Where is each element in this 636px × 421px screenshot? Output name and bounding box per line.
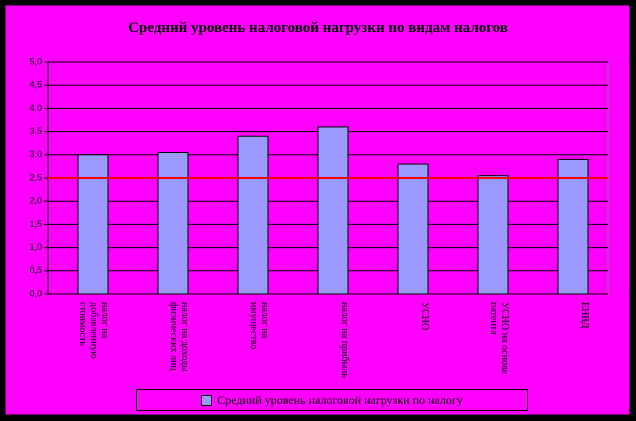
bar (477, 175, 509, 295)
bar (397, 163, 429, 295)
bar (77, 154, 109, 295)
y-tick-label: 3,0 (29, 149, 42, 159)
legend: Средний уровень налоговой нагрузки по на… (136, 389, 528, 411)
x-tick-label: налог на прибыль (339, 302, 350, 378)
bar (157, 151, 189, 295)
y-tick-label: 4,5 (29, 80, 42, 90)
bar (237, 135, 269, 295)
legend-swatch (201, 394, 213, 406)
x-tick-label: УСНО на основе патента (488, 302, 510, 375)
y-tick-label: 4,0 (29, 103, 42, 113)
y-tick-label: 0,5 (29, 265, 42, 275)
y-tick-label: 3,5 (29, 126, 42, 136)
x-tick-label: ЕНВД (579, 302, 590, 329)
x-tick-label: УСНО (419, 302, 430, 331)
x-tick-label: налог на доходы физических лиц (168, 302, 190, 372)
x-tick-label: налог на добавленную стоимость (77, 302, 110, 359)
y-tick-label: 2,0 (29, 196, 42, 206)
bar (557, 158, 589, 295)
y-tick-label: 1,5 (29, 219, 42, 229)
y-tick-label: 1,0 (29, 242, 42, 252)
legend-label: Средний уровень налоговой нагрузки по на… (217, 392, 463, 407)
y-tick-label: 5,0 (29, 56, 42, 66)
bar (317, 126, 349, 295)
chart-title: Средний уровень налоговой нагрузки по ви… (128, 20, 508, 36)
y-tick-label: 0,0 (29, 288, 42, 298)
y-tick-label: 2,5 (29, 172, 42, 182)
x-tick-label: налог на имущество (248, 302, 270, 350)
